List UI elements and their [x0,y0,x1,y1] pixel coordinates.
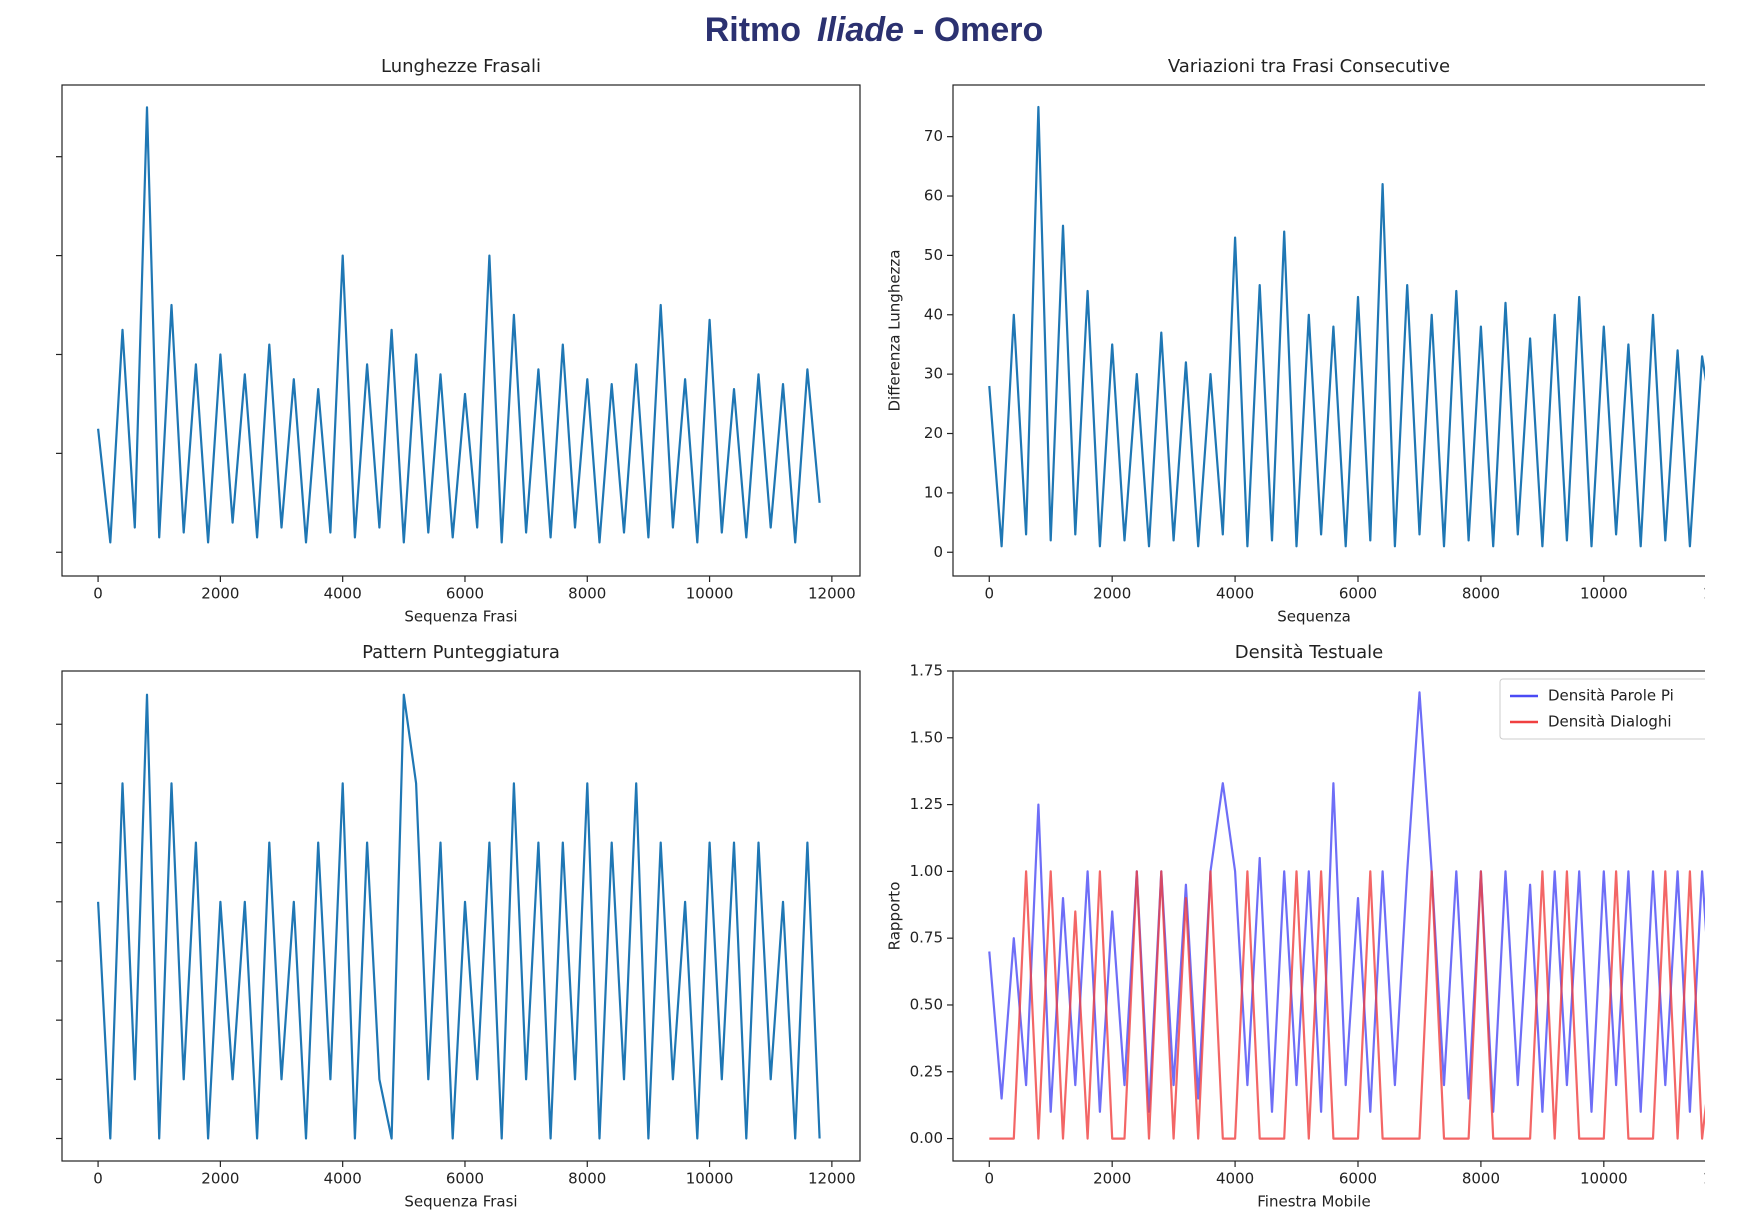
panel-title: Densità Testuale [1235,642,1384,663]
x-axis-label: Sequenza [1277,608,1351,626]
title-work: Iliade [817,11,904,49]
y-tick-label: 0.25 [910,1062,943,1080]
x-tick-label: 2000 [1093,1170,1131,1188]
x-axis-label: Finestra Mobile [1257,1193,1370,1211]
y-tick-label: 0.00 [910,1129,943,1147]
data-line [988,105,1705,548]
x-tick-label: 4000 [324,585,362,603]
panel-title: Pattern Punteggiatura [362,642,560,663]
x-tick-label: 12000 [808,585,856,603]
x-tick-label: 4000 [1216,1170,1254,1188]
x-tick-label: 4000 [1216,585,1254,603]
legend-label: Densità Parole Pi [1548,687,1674,705]
panel: Finestra Mobile Rapporto 0 2000 4000 6000 8000… [886,662,1748,1211]
x-tick-label: 8000 [568,585,606,603]
y-tick-label: 0.50 [910,995,943,1013]
legend-box [1499,678,1705,740]
panel: Sequenza Frasi 0 2000 4000 6000 8000 10000 1200… [56,670,861,1211]
x-tick-label: 0 [93,585,103,603]
x-tick-label: 0 [984,1170,994,1188]
x-tick-label: 2000 [201,1170,239,1188]
x-tick-label: 0 [984,585,994,603]
data-line [97,106,821,544]
y-tick-label: 0 [933,543,943,561]
x-tick-label: 8000 [568,1170,606,1188]
x-tick-label: 10000 [1580,585,1628,603]
legend-label: Densità Dialoghi [1548,713,1672,731]
x-tick-label: 8000 [1462,1170,1500,1188]
panel-title: Variazioni tra Frasi Consecutive [1168,56,1450,77]
x-tick-label: 6000 [1339,1170,1377,1188]
figure-title: Ritmo Iliade - Omero [705,11,1044,49]
plot-frame [952,84,1705,577]
x-tick-label: 2000 [201,585,239,603]
y-tick-label: 40 [924,305,943,323]
x-tick-label: 8000 [1462,585,1500,603]
title-suffix: - Omero [913,11,1043,49]
x-tick-label: 0 [93,1170,103,1188]
panel: Sequenza Frasi 0 2000 4000 6000 8000 10000 1200… [56,84,861,626]
data-line [989,870,1705,1140]
x-tick-label: 12000 [1703,585,1748,603]
x-axis-label: Sequenza Frasi [404,1193,517,1211]
panel-title: Lunghezze Frasali [381,56,541,77]
x-tick-label: 2000 [1093,585,1131,603]
x-tick-label: 4000 [324,1170,362,1188]
y-tick-label: 70 [924,127,943,145]
x-tick-label: 10000 [1580,1170,1628,1188]
x-tick-label: 12000 [808,1170,856,1188]
y-tick-label: 1.75 [910,662,943,680]
data-line [97,693,821,1140]
y-tick-label: 60 [924,187,943,205]
y-tick-label: 30 [924,365,943,383]
x-axis-label: Sequenza Frasi [404,608,517,626]
y-tick-label: 10 [924,483,943,501]
x-tick-label: 10000 [686,1170,734,1188]
y-tick-label: 1.25 [910,795,943,813]
x-tick-label: 6000 [446,585,484,603]
plot-frame [61,84,861,577]
plot-frame [61,670,861,1162]
x-tick-label: 6000 [1339,585,1377,603]
y-axis-label: Differenza Lunghezza [886,250,904,412]
y-tick-label: 20 [924,424,943,442]
title-prefix: Ritmo [705,11,801,49]
y-tick-label: 50 [924,246,943,264]
x-tick-label: 12000 [1703,1170,1748,1188]
y-tick-label: 1.50 [910,728,943,746]
x-tick-label: 6000 [446,1170,484,1188]
plot-frame [952,670,1705,1162]
y-tick-label: 0.75 [910,929,943,947]
y-tick-label: 1.00 [910,862,943,880]
x-tick-label: 10000 [686,585,734,603]
data-line [988,691,1705,1113]
y-axis-label: Rapporto [886,882,904,951]
